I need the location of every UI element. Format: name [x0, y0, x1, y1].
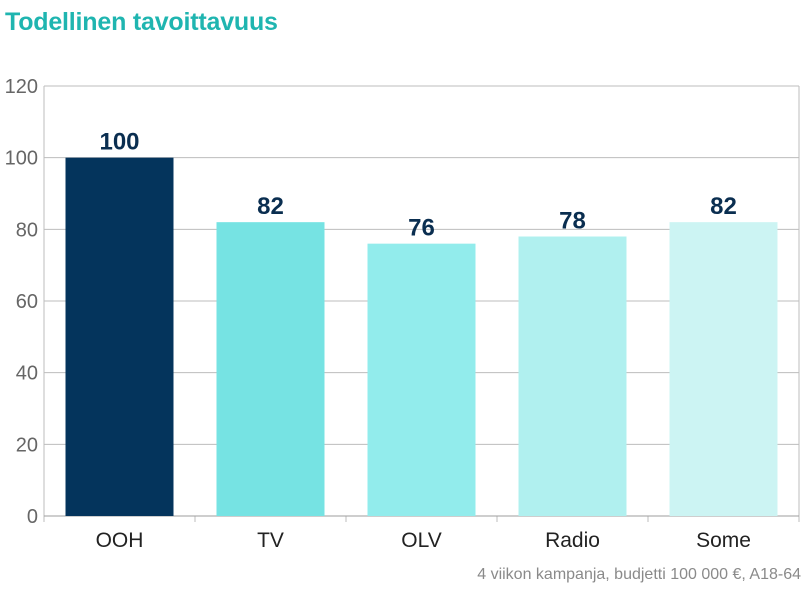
bar-ooh — [65, 157, 174, 516]
data-label: 78 — [559, 208, 586, 235]
bar-some — [669, 222, 778, 516]
y-tick-label: 120 — [5, 76, 38, 98]
y-tick-label: 100 — [5, 148, 38, 170]
bars — [65, 157, 778, 516]
data-label: 82 — [710, 193, 737, 220]
y-tick-label: 40 — [16, 363, 38, 385]
footnote: 4 viikon kampanja, budjetti 100 000 €, A… — [477, 566, 801, 583]
x-tick-label: OLV — [401, 529, 441, 552]
data-labels: 100 82 76 78 82 — [99, 129, 736, 242]
y-axis-ticks: 0 20 40 60 80 100 120 — [5, 76, 38, 528]
data-label: 76 — [408, 215, 435, 242]
data-label: 82 — [257, 193, 284, 220]
chart-title: Todellinen tavoittavuus — [5, 8, 278, 36]
x-tick-label: TV — [257, 529, 284, 552]
bar-radio — [518, 236, 627, 516]
data-label: 100 — [99, 129, 139, 156]
x-tick-label: OOH — [96, 529, 144, 552]
y-tick-label: 60 — [16, 291, 38, 313]
y-tick-label: 0 — [27, 506, 38, 528]
bar-tv — [216, 222, 325, 516]
x-tick-label: Radio — [545, 529, 600, 552]
bar-olv — [367, 243, 476, 516]
x-tick-label: Some — [696, 529, 751, 552]
y-tick-label: 20 — [16, 434, 38, 456]
x-axis-ticks: OOH TV OLV Radio Some — [96, 529, 751, 552]
y-tick-label: 80 — [16, 219, 38, 241]
